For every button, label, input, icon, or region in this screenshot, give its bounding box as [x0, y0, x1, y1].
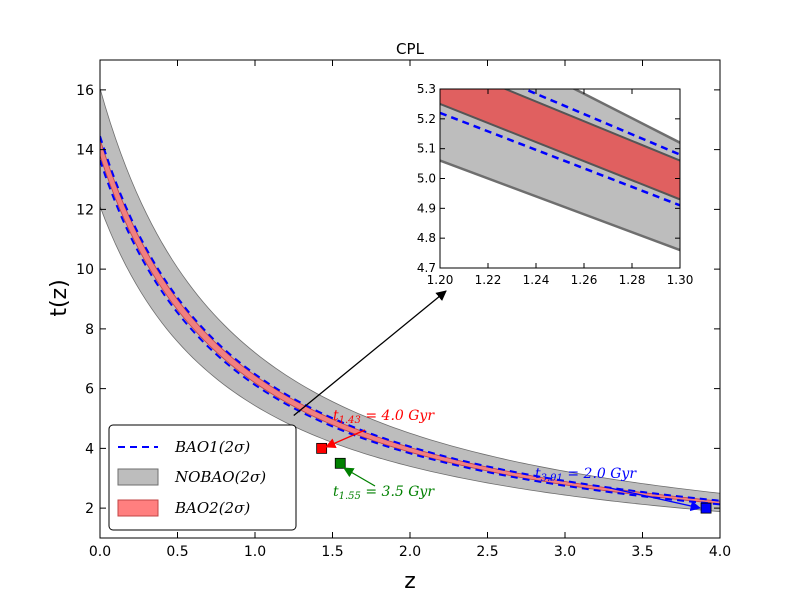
x-tick-label: 2.5	[476, 544, 498, 560]
inset-y-tick-label: 4.7	[417, 261, 436, 275]
inset-x-tick-label: 1.26	[571, 273, 598, 287]
inset-x-tick-label: 1.24	[523, 273, 550, 287]
annotation-t: t	[535, 466, 541, 482]
annotation-value: = 2.0 Gyr	[563, 466, 637, 482]
inset-bao2-upper-edge	[502, 89, 680, 162]
x-tick-label: 1.5	[321, 544, 343, 560]
inset-nobao-lower-edge	[440, 159, 680, 252]
annotation-subscript: 1.43	[339, 415, 361, 426]
inset-y-tick-label: 5.1	[417, 142, 436, 156]
annotation-label: t1.55 = 3.5 Gyr	[333, 484, 435, 502]
legend-label: NOBAO(2σ)	[174, 468, 266, 486]
x-tick-label: 2.0	[399, 544, 421, 560]
y-tick-label: 14	[76, 143, 94, 159]
x-axis-title: z	[404, 569, 416, 594]
legend-label: BAO1(2σ)	[174, 438, 250, 456]
chart-title: CPL	[396, 40, 425, 58]
x-tick-label: 3.0	[554, 544, 576, 560]
main-bands	[100, 88, 720, 513]
annotation-value: = 3.5 Gyr	[361, 484, 435, 500]
annotation-label: t3.91 = 2.0 Gyr	[535, 466, 637, 484]
inset-y-tick-label: 5.2	[417, 112, 436, 126]
inset-zoom-plot: 1.20 1.22 1.24 1.26 1.28 1.30 4.7 4.8 4.9 5.0 5.1 5…	[293, 82, 694, 417]
x-tick-label: 0.5	[166, 544, 188, 560]
legend-swatch	[117, 468, 159, 486]
nobao-band	[100, 88, 720, 513]
inset-x-tick-label: 1.28	[619, 273, 646, 287]
legend: BAO1(2σ) NOBAO(2σ) BAO2(2σ)	[108, 424, 297, 531]
legend-label: BAO2(2σ)	[174, 499, 250, 517]
data-point-marker	[334, 457, 346, 469]
x-tick-label: 4.0	[709, 544, 731, 560]
zoom-arrow	[293, 290, 447, 417]
legend-swatch	[117, 499, 159, 517]
y-tick-label: 4	[85, 441, 94, 457]
y-tick-label: 6	[85, 382, 94, 398]
inset-x-tick-label: 1.30	[667, 273, 694, 287]
y-tick-label: 16	[76, 83, 94, 99]
y-tick-label: 10	[76, 262, 94, 278]
annotation-label: t1.43 = 4.0 Gyr	[333, 408, 435, 426]
main-axes: 0.0 0.5 1.0 1.5 2.0 2.5 3.0 3.5 4.0 2 4 6 8 10 12 14 16	[76, 59, 731, 560]
x-tick-label: 0.0	[89, 544, 111, 560]
annotation-t: t	[333, 484, 339, 500]
inset-y-tick-label: 5.3	[417, 82, 436, 96]
annotation-arrow	[343, 467, 376, 487]
inset-nobao-upper-edge	[571, 89, 680, 144]
inset-bao1-upper-dashed	[521, 89, 680, 156]
inset-bao1-lower-dashed	[440, 111, 680, 207]
inset-bao2-lower-edge	[440, 102, 680, 201]
x-tick-label: 3.5	[631, 544, 653, 560]
annotation-t: t	[333, 408, 339, 424]
bao1-upper-dashed-line	[100, 135, 720, 502]
inset-plot-area	[440, 89, 680, 252]
y-tick-label: 12	[76, 202, 94, 218]
y-tick-label: 8	[85, 322, 94, 338]
bao1-lower-dashed-line	[100, 159, 720, 506]
annotation-subscript: 3.91	[541, 473, 563, 484]
inset-x-tick-label: 1.22	[475, 273, 502, 287]
y-tick-label: 2	[85, 501, 94, 517]
inset-y-tick-label: 4.8	[417, 231, 436, 245]
inset-y-tick-label: 5.0	[417, 172, 436, 186]
inset-x-tick-label: 1.20	[427, 273, 454, 287]
inset-bao2-band	[440, 89, 680, 200]
annotation-arrow	[325, 429, 366, 449]
annotation-value: = 4.0 Gyr	[361, 408, 435, 424]
data-point-marker	[700, 502, 712, 514]
data-point-marker	[316, 442, 328, 454]
annotation-arrow	[609, 487, 702, 512]
y-axis-title: t(z)	[47, 279, 72, 316]
main-plot-area	[100, 88, 720, 513]
annotation-subscript: 1.55	[339, 491, 361, 502]
inset-y-tick-label: 4.9	[417, 201, 436, 215]
x-tick-label: 1.0	[244, 544, 266, 560]
